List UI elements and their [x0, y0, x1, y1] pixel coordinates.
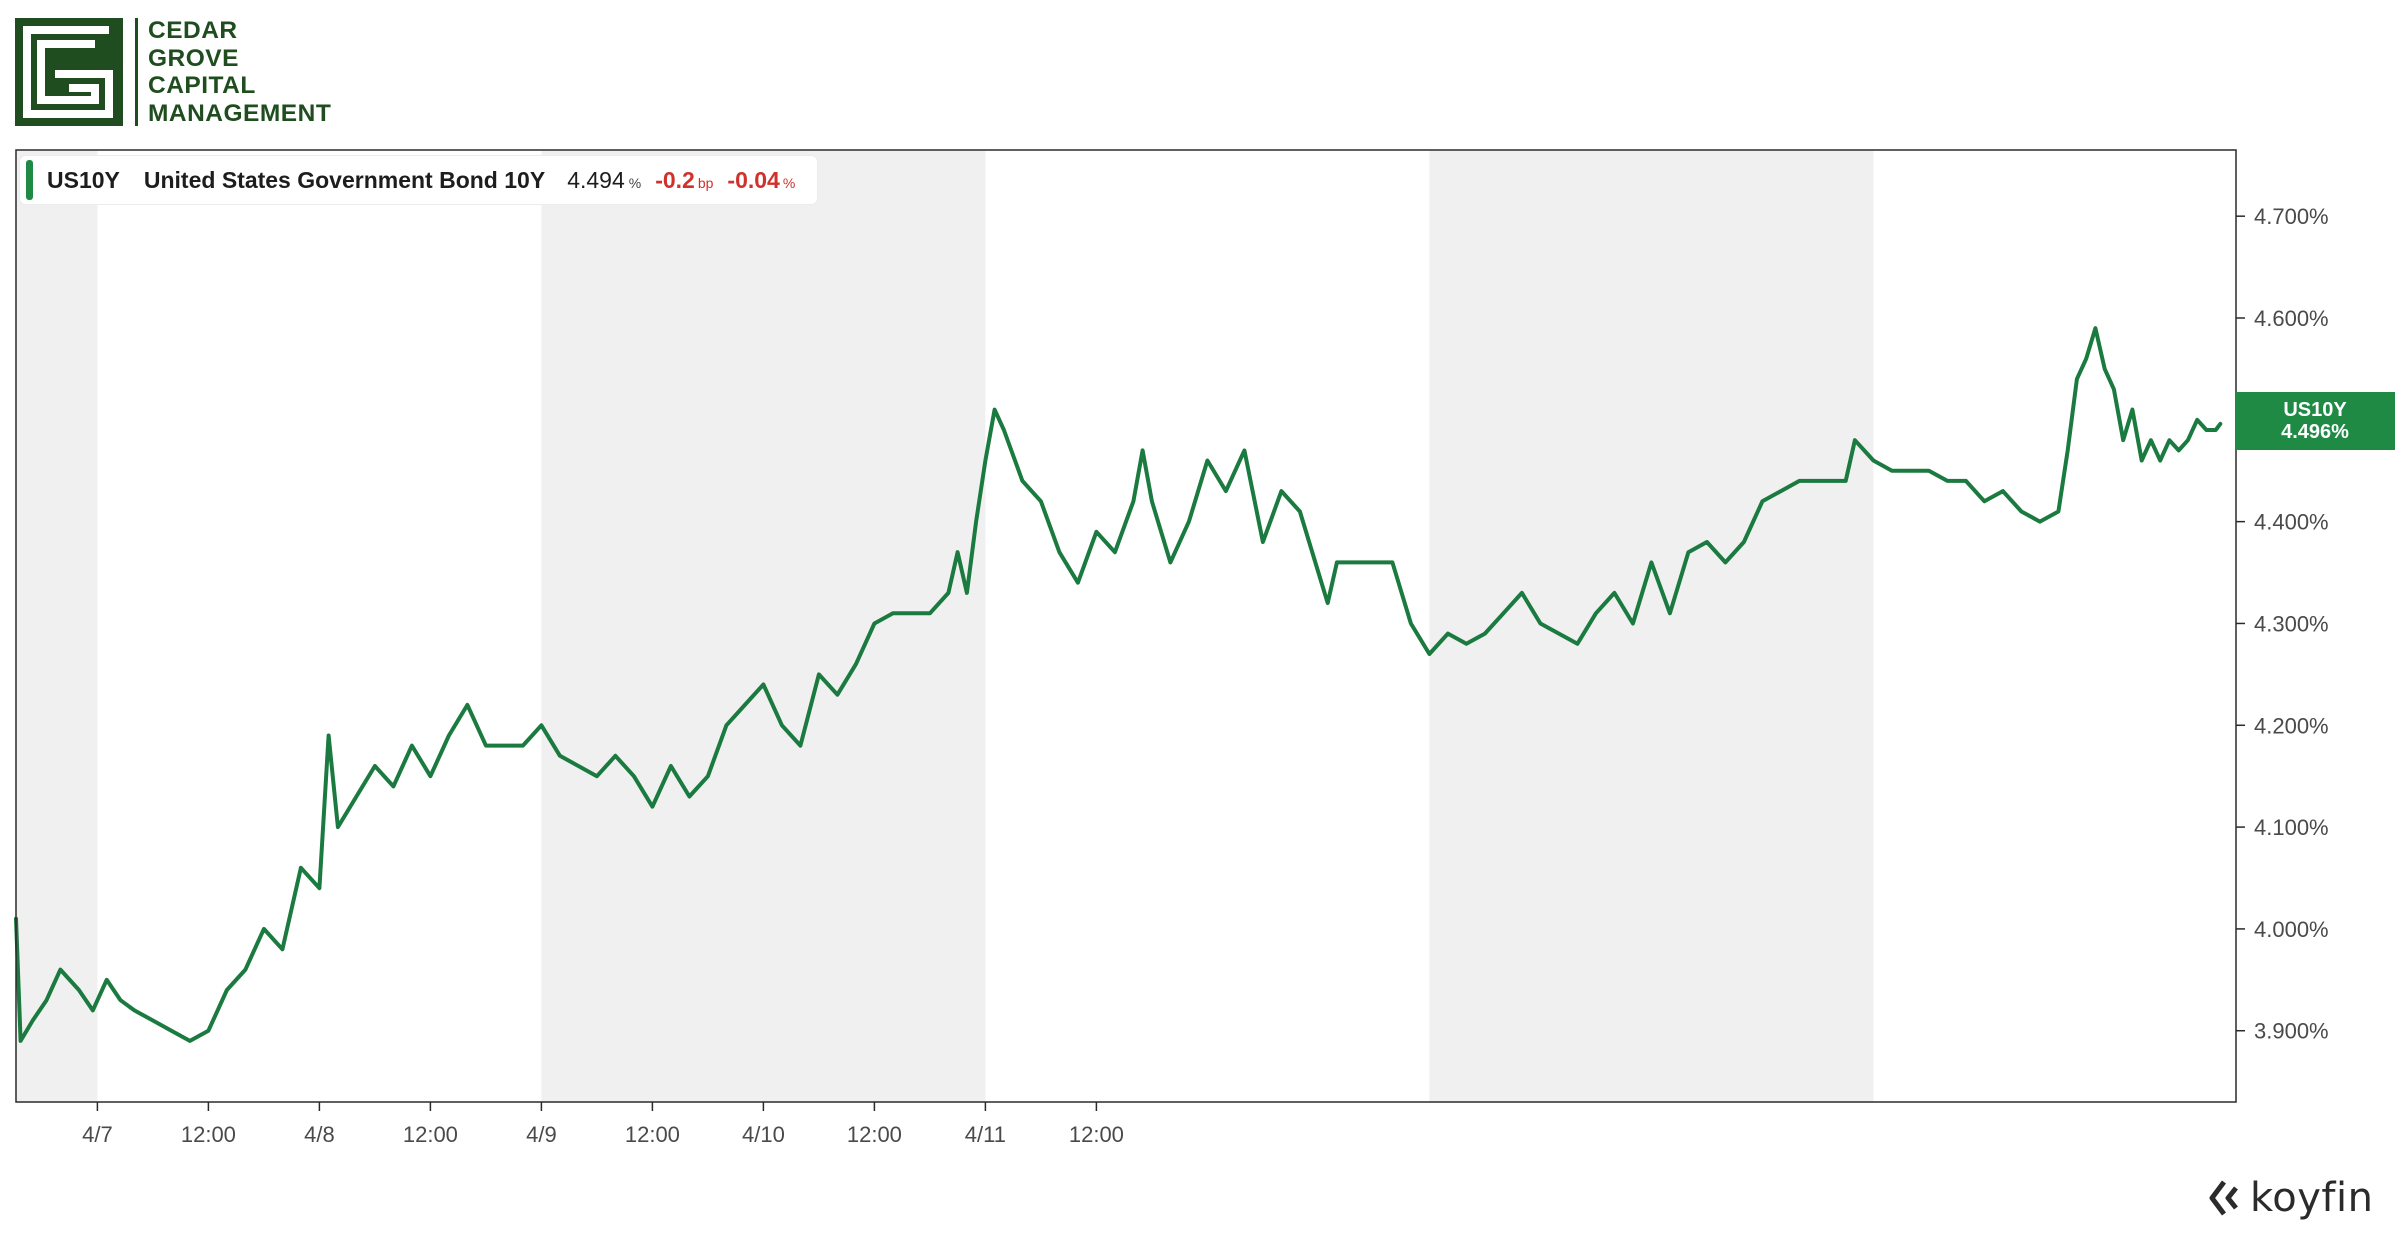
x-tick-label: 12:00: [403, 1122, 458, 1147]
x-tick-label: 4/10: [742, 1122, 785, 1147]
series-color-swatch: [26, 160, 33, 200]
y-tick-label: 4.300%: [2254, 611, 2329, 636]
legend-change-bp: -0.2: [655, 166, 695, 193]
company-logo: CEDAR GROVE CAPITAL MANAGEMENT: [15, 16, 331, 128]
x-tick-label: 12:00: [625, 1122, 680, 1147]
koyfin-brand: koyfin: [2208, 1175, 2373, 1221]
logo-divider: [135, 18, 138, 126]
cgcm-monogram-icon: [15, 18, 123, 126]
legend-change-pct: -0.04: [727, 166, 780, 193]
y-tick-label: 4.700%: [2254, 204, 2329, 229]
legend-ticker: US10Y: [47, 166, 120, 193]
y-tick-label: 4.200%: [2254, 713, 2329, 738]
logo-line: CAPITAL: [148, 72, 256, 100]
session-shade: [1429, 150, 1874, 1102]
y-tick-label: 4.400%: [2254, 510, 2329, 535]
plot-frame: [15, 149, 2237, 1103]
y-tick-label: 4.000%: [2254, 917, 2329, 942]
last-price-tag: US10Y 4.496%: [2235, 392, 2395, 450]
y-tick-label: 4.100%: [2254, 815, 2329, 840]
x-tick-label: 4/11: [965, 1122, 1006, 1147]
legend-security-name: United States Government Bond 10Y: [143, 166, 546, 193]
legend-last-value: 4.494: [567, 166, 625, 193]
x-tick-label: 12:00: [847, 1122, 902, 1147]
session-shade: [541, 150, 986, 1102]
x-tick-label: 12:00: [181, 1122, 236, 1147]
logo-line: MANAGEMENT: [148, 99, 332, 127]
logo-line: GROVE: [148, 44, 239, 72]
x-tick-label: 4/8: [304, 1122, 335, 1147]
y-tick-label: 3.900%: [2254, 1019, 2329, 1044]
koyfin-logo-icon: [2209, 1180, 2238, 1216]
series-legend[interactable]: US10Y United States Government Bond 10Y …: [20, 156, 818, 204]
logo-wordmark: CEDAR GROVE CAPITAL MANAGEMENT: [148, 17, 331, 127]
legend-value-unit: %: [628, 175, 642, 191]
price-tag-ticker: US10Y: [2283, 399, 2347, 421]
brand-name: koyfin: [2250, 1175, 2374, 1221]
y-tick-label: 4.600%: [2254, 306, 2329, 331]
price-tag-value: 4.496%: [2281, 421, 2349, 443]
logo-line: CEDAR: [148, 17, 238, 44]
x-tick-label: 4/7: [82, 1122, 113, 1147]
series-line-us10y: [14, 326, 2223, 1043]
session-shade: [16, 150, 98, 1102]
x-tick-label: 4/9: [526, 1122, 557, 1147]
legend-change-bp-unit: bp: [697, 175, 714, 191]
legend-change-pct-unit: %: [782, 175, 796, 191]
x-tick-label: 12:00: [1069, 1122, 1124, 1147]
